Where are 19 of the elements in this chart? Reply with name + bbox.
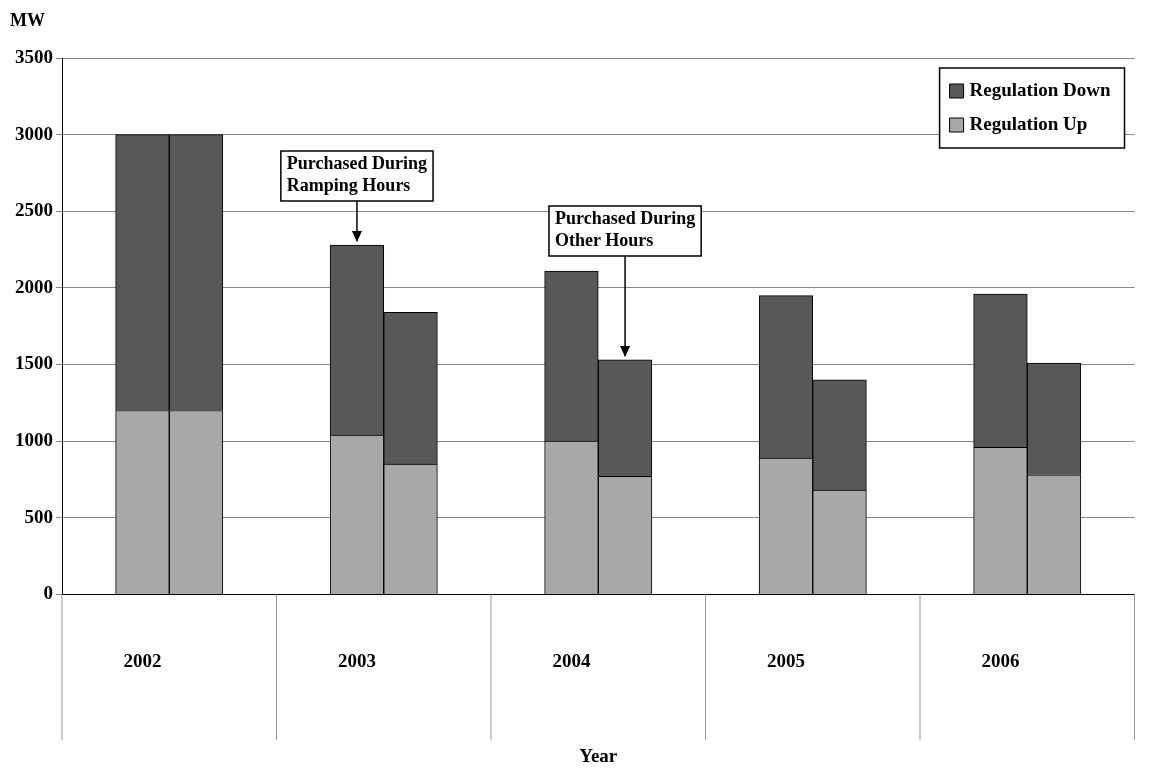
x-axis-title: Year	[579, 744, 618, 766]
y-tick-label: 1500	[15, 352, 53, 374]
legend-label: Regulation Down	[969, 78, 1111, 100]
x-tick-label: 2005	[766, 649, 805, 671]
y-tick-label: 1000	[15, 429, 53, 451]
x-tick-label: 2002	[123, 649, 162, 671]
y-tick-label: 3500	[15, 45, 53, 67]
x-tick-label: 2003	[337, 649, 376, 671]
y-tick-label: 2000	[15, 275, 53, 297]
legend-label: Regulation Up	[969, 112, 1088, 134]
annotation: Purchased During Ramping Hours	[286, 152, 428, 195]
x-tick-label: 2004	[552, 649, 591, 671]
y-axis-title: MW	[10, 9, 45, 30]
annotation: Purchased During Other Hours	[554, 207, 696, 250]
y-tick-label: 3000	[15, 122, 53, 144]
x-tick-label: 2006	[981, 649, 1020, 671]
y-tick-label: 500	[24, 505, 53, 527]
y-tick-label: 0	[43, 582, 53, 604]
y-tick-label: 2500	[15, 199, 53, 221]
